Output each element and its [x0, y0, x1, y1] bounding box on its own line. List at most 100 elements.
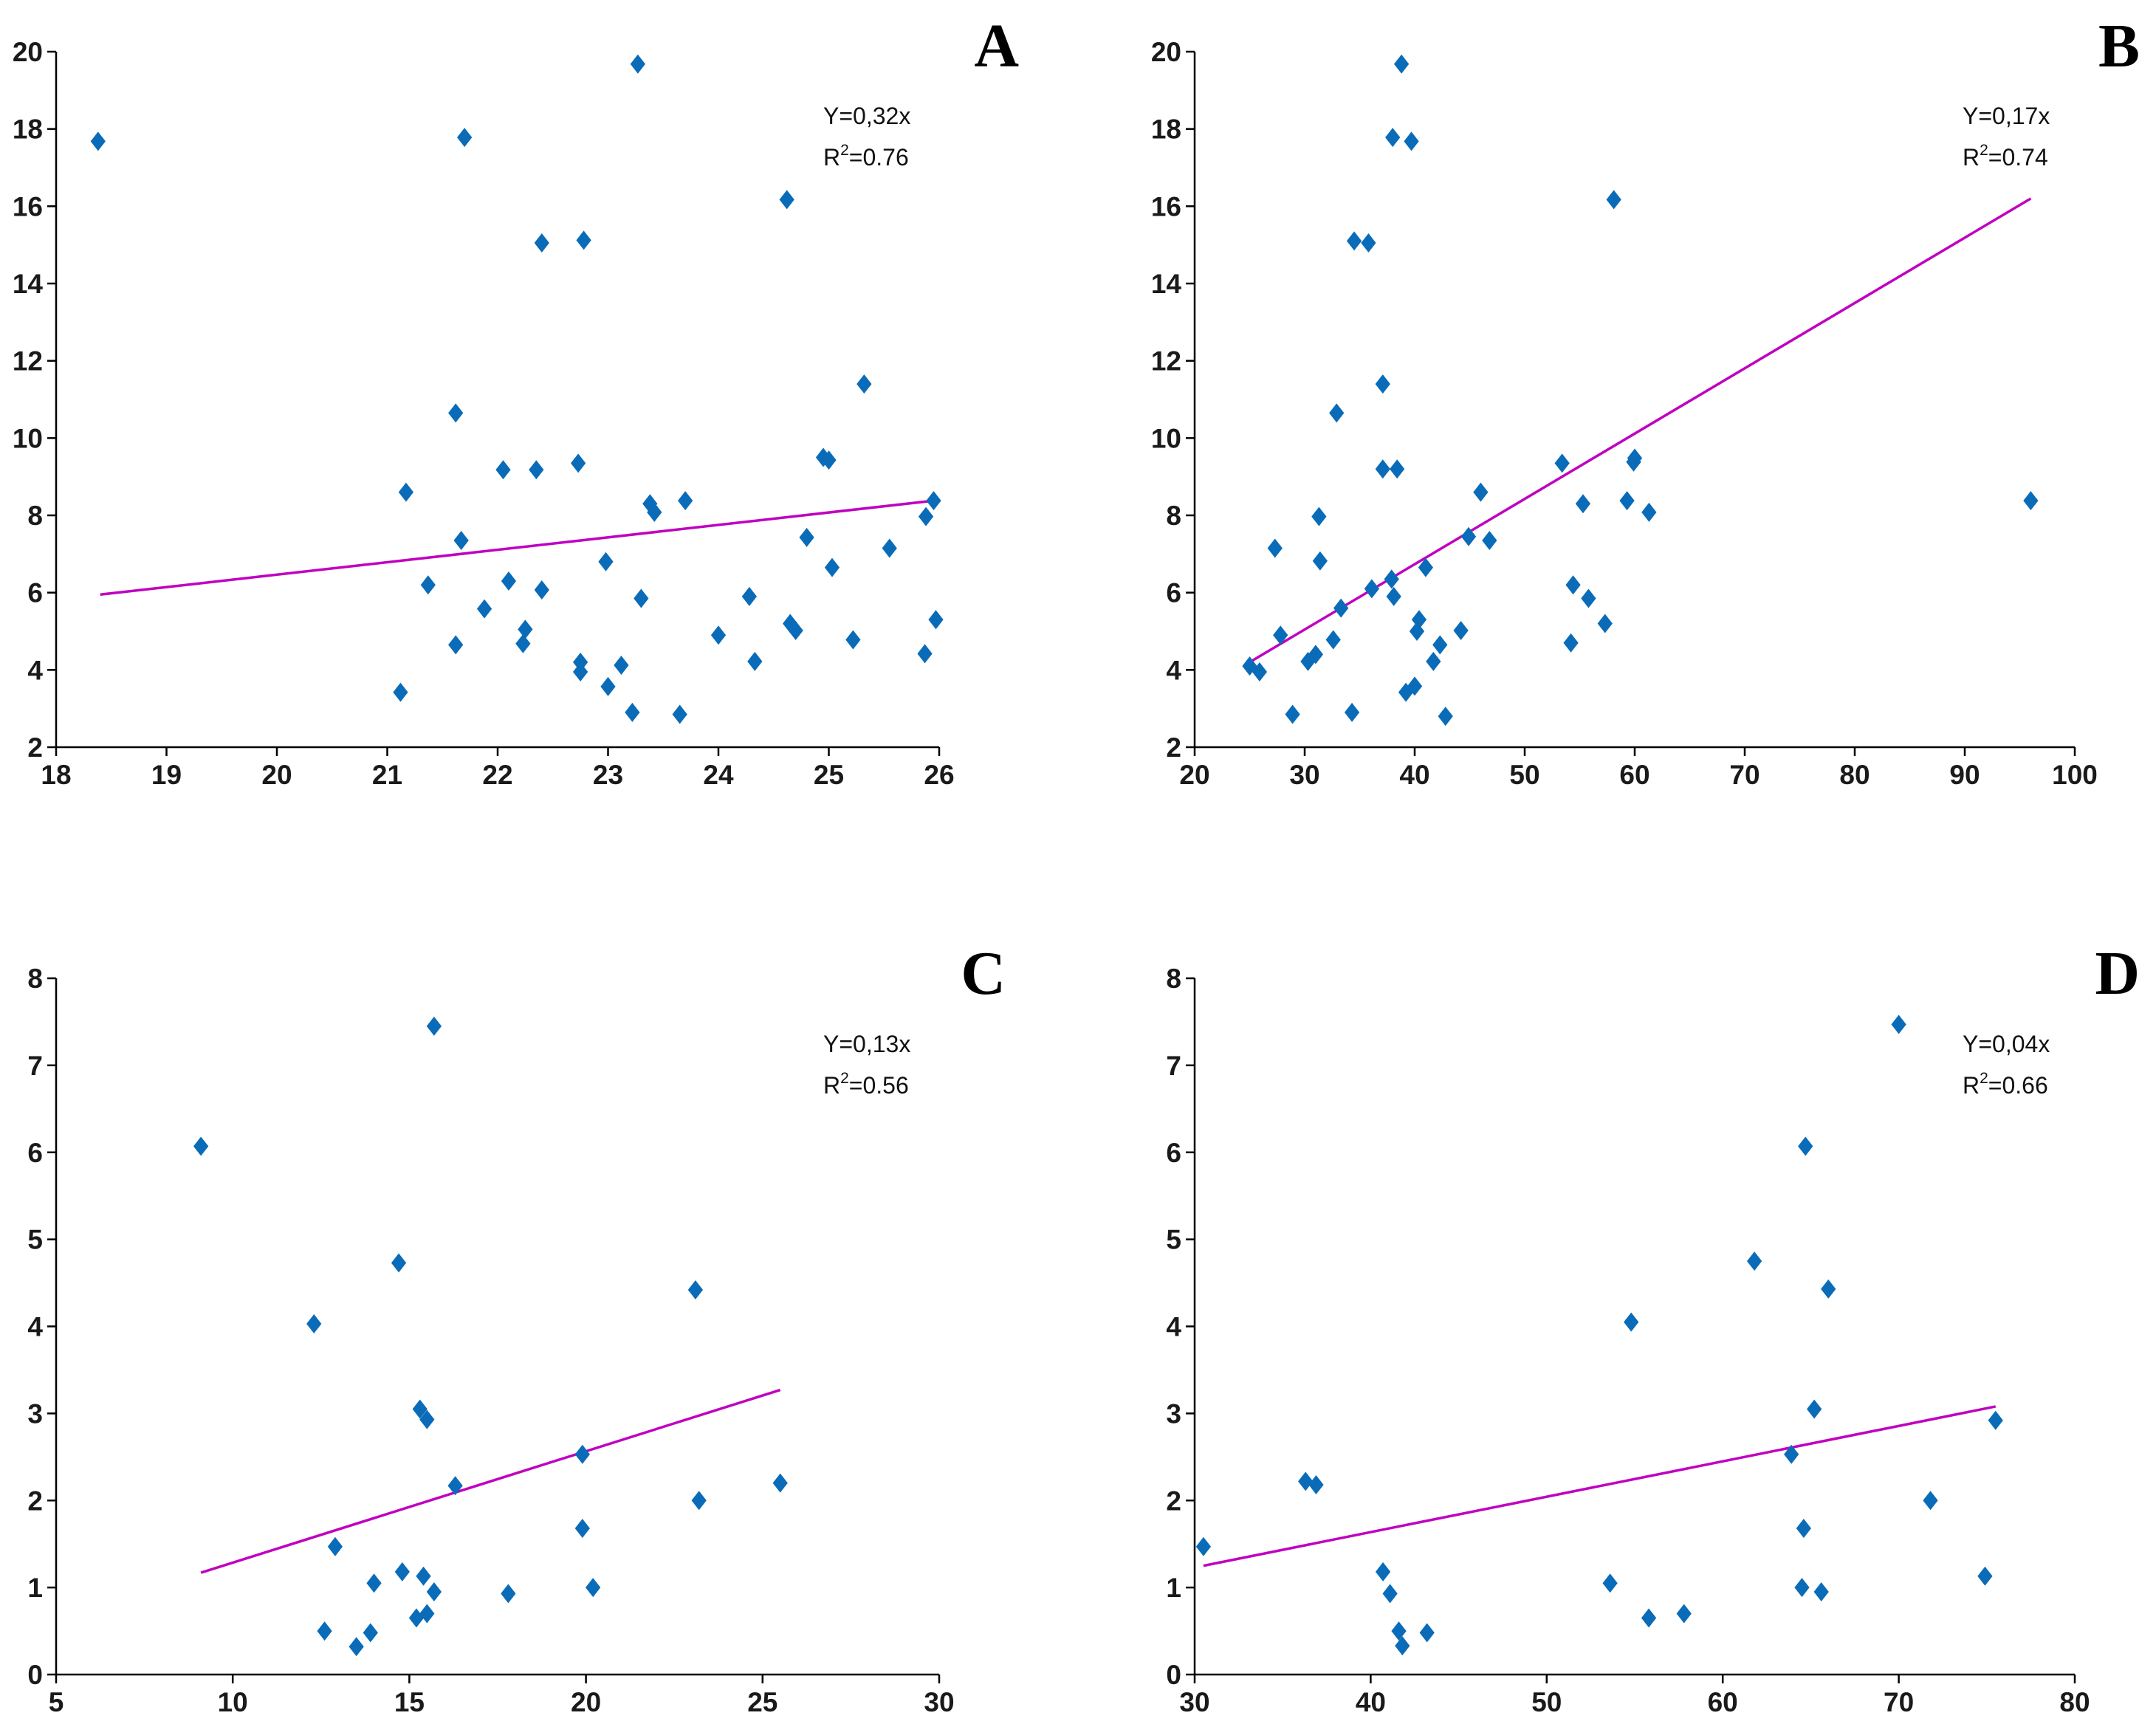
y-tick-label: 2: [27, 1486, 43, 1516]
data-point: [1619, 491, 1635, 511]
r-squared-value: =0.56: [849, 1072, 909, 1099]
data-point: [1364, 579, 1380, 599]
data-point: [1298, 1471, 1314, 1491]
r-squared-value: =0.66: [1988, 1072, 2048, 1099]
data-point: [570, 453, 586, 473]
data-point: [1375, 374, 1390, 394]
data-point: [1794, 1578, 1810, 1598]
y-tick-label: 6: [1166, 578, 1181, 608]
data-point: [1988, 1410, 2003, 1430]
panel-label: A: [974, 12, 1019, 80]
data-point: [1333, 598, 1349, 618]
x-tick-label: 20: [261, 760, 292, 790]
data-point: [1312, 551, 1328, 571]
data-point: [598, 552, 614, 571]
data-point: [1308, 645, 1324, 664]
data-point: [1285, 704, 1300, 724]
data-point: [625, 702, 640, 722]
data-point: [1641, 1608, 1657, 1628]
data-point: [1460, 526, 1477, 546]
data-point: [394, 1562, 410, 1582]
x-tick-label: 18: [41, 760, 71, 790]
y-tick-label: 2: [1166, 732, 1181, 763]
regression-equation: Y=0,17x: [1963, 103, 2050, 129]
y-tick-label: 4: [27, 1312, 43, 1342]
x-tick-label: 50: [1509, 760, 1539, 790]
data-point: [1407, 676, 1423, 696]
y-tick-label: 3: [27, 1398, 43, 1429]
x-tick-label: 21: [372, 760, 402, 790]
panel-label: D: [2095, 939, 2140, 1008]
x-tick-label: 70: [1729, 760, 1760, 790]
data-point: [1581, 588, 1596, 608]
data-point: [1438, 707, 1453, 727]
data-point: [1395, 1636, 1410, 1656]
data-point: [710, 625, 727, 645]
y-tick-label: 2: [1166, 1486, 1181, 1516]
data-point: [1385, 128, 1401, 148]
x-tick-label: 30: [924, 1687, 954, 1717]
y-tick-label: 4: [27, 655, 43, 685]
y-tick-label: 10: [13, 423, 43, 453]
data-point: [574, 1444, 590, 1464]
data-point: [1361, 233, 1376, 253]
x-tick-label: 80: [1839, 760, 1870, 790]
y-tick-label: 8: [1166, 964, 1181, 994]
data-point: [1453, 620, 1469, 640]
x-tick-label: 22: [482, 760, 512, 790]
y-tick-label: 18: [13, 114, 43, 145]
data-point: [824, 557, 840, 577]
data-point: [1411, 610, 1427, 630]
data-point: [1796, 1518, 1812, 1538]
data-point: [317, 1621, 332, 1641]
data-point: [1798, 1136, 1813, 1156]
data-point: [416, 1566, 431, 1586]
r-squared-symbol: R: [823, 144, 840, 171]
y-tick-label: 5: [27, 1225, 43, 1255]
data-point: [448, 403, 464, 423]
data-point: [1404, 131, 1419, 151]
y-tick-label: 0: [1166, 1660, 1181, 1690]
y-tick-label: 4: [1166, 655, 1181, 685]
x-tick-label: 26: [924, 760, 954, 790]
y-tick-label: 7: [1166, 1051, 1181, 1081]
r-squared-symbol: R: [823, 1072, 840, 1099]
data-point: [1676, 1604, 1692, 1624]
y-tick-label: 12: [13, 346, 43, 377]
data-point: [453, 531, 469, 551]
data-point: [1923, 1491, 1938, 1511]
panel-label: C: [961, 939, 1006, 1008]
y-tick-label: 2: [27, 732, 43, 763]
x-tick-label: 40: [1399, 760, 1429, 790]
data-point: [856, 374, 872, 394]
data-point: [426, 1582, 442, 1602]
data-point: [1344, 702, 1360, 722]
data-point: [501, 1584, 516, 1604]
trend-line: [100, 499, 934, 597]
x-tick-label: 25: [747, 1687, 777, 1717]
data-point: [1346, 231, 1362, 251]
r-squared-label: R2=0.56: [823, 1070, 909, 1099]
x-tick-label: 40: [1356, 1687, 1386, 1717]
data-point: [572, 662, 588, 681]
data-point: [391, 1253, 407, 1273]
y-tick-label: 14: [13, 269, 44, 299]
data-point: [2023, 491, 2039, 511]
x-tick-label: 20: [571, 1687, 601, 1717]
x-tick-label: 24: [703, 760, 734, 790]
y-tick-label: 1: [1166, 1573, 1181, 1603]
data-point: [1393, 54, 1410, 74]
data-point: [1384, 569, 1399, 589]
data-point: [1308, 1475, 1324, 1495]
data-point: [1391, 1621, 1407, 1641]
y-tick-label: 3: [1166, 1398, 1181, 1429]
data-point: [327, 1536, 343, 1556]
r-squared-label: R2=0.76: [823, 142, 909, 171]
data-point: [1418, 557, 1434, 577]
x-tick-label: 100: [2052, 760, 2098, 790]
data-point: [1329, 403, 1345, 423]
data-point: [772, 1473, 788, 1493]
x-tick-label: 19: [151, 760, 182, 790]
data-point: [747, 651, 763, 671]
data-point: [457, 128, 473, 148]
